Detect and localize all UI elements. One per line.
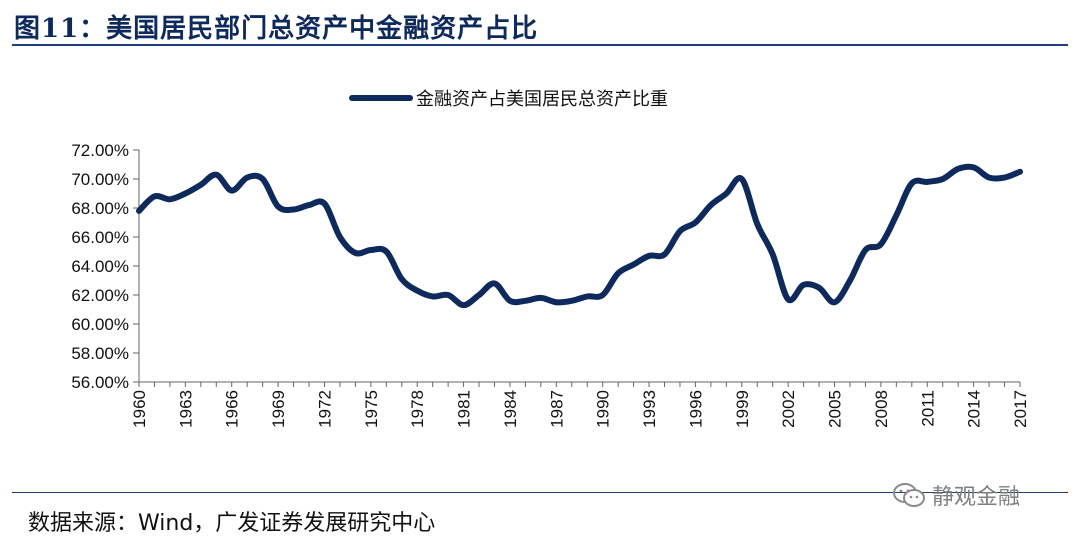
x-tick-label: 2005 — [826, 390, 845, 428]
title-divider — [12, 44, 1068, 46]
x-tick-label: 1990 — [594, 390, 613, 428]
x-tick-label: 1969 — [269, 390, 288, 428]
x-tick-label: 1996 — [686, 390, 705, 428]
legend-label: 金融资产占美国居民总资产比重 — [416, 89, 668, 110]
x-tick-label: 1972 — [315, 390, 334, 428]
y-tick-label: 66.00% — [71, 228, 129, 247]
x-tick-label: 1963 — [176, 390, 195, 428]
x-tick-label: 1999 — [733, 390, 752, 428]
legend: 金融资产占美国居民总资产比重 — [349, 89, 668, 110]
x-tick-label: 1981 — [455, 390, 474, 428]
y-tick-label: 72.00% — [71, 141, 129, 160]
x-tick-label: 2011 — [918, 390, 937, 427]
watermark: 静观金融 — [892, 479, 1020, 511]
y-tick-label: 56.00% — [71, 373, 129, 392]
x-tick-label: 2014 — [965, 390, 984, 428]
source-note: 数据来源：Wind，广发证券发展研究中心 — [28, 511, 436, 536]
y-tick-label: 70.00% — [71, 170, 129, 189]
watermark-text: 静观金融 — [932, 485, 1021, 510]
x-tick-label: 1993 — [640, 390, 659, 428]
wechat-icon — [893, 483, 925, 507]
y-tick-label: 64.00% — [71, 257, 129, 276]
y-tick-label: 68.00% — [71, 199, 129, 218]
x-tick-label: 1960 — [130, 390, 149, 428]
x-tick-label: 1975 — [362, 390, 381, 428]
x-tick-label: 2017 — [1011, 390, 1030, 428]
x-tick-label: 2002 — [779, 390, 798, 428]
y-tick-label: 58.00% — [71, 344, 129, 363]
y-tick-label: 62.00% — [71, 286, 129, 305]
x-tick-label: 1984 — [501, 390, 520, 428]
figure-title: 图11：美国居民部门总资产中金融资产占比 — [14, 14, 539, 44]
x-tick-label: 1978 — [408, 390, 427, 428]
x-tick-label: 1987 — [547, 390, 566, 428]
footer-divider — [12, 492, 1068, 493]
y-tick-label: 60.00% — [71, 315, 129, 334]
x-tick-label: 1966 — [223, 390, 242, 428]
x-tick-label: 2008 — [872, 390, 891, 428]
series-line — [136, 163, 1023, 309]
